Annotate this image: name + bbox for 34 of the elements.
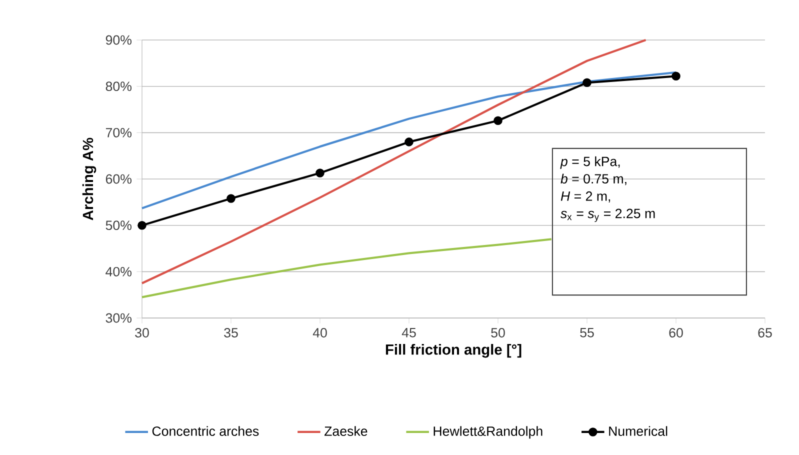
legend-label: Concentric arches	[152, 426, 259, 436]
y-axis-title: Arching A%	[82, 138, 96, 220]
point	[672, 72, 680, 81]
x-axis-title: Fill friction angle [°]	[386, 344, 522, 358]
annotation: p = 5 kPa,	[560, 156, 620, 169]
x-tick-label: 50	[491, 328, 505, 338]
x-tick-label: 55	[580, 328, 594, 338]
y-tick-label: 60%	[106, 174, 132, 184]
x-tick-label: 60	[669, 328, 683, 338]
y-tick-label: 50%	[106, 220, 132, 230]
legend-label: Hewlett&Randolph	[434, 426, 542, 439]
point	[494, 116, 502, 126]
y-tick-label: 70%	[106, 128, 132, 138]
x-tick-label: 30	[135, 328, 149, 338]
y-tick-label: 80%	[106, 82, 132, 92]
y-tick-label: 40%	[106, 266, 132, 276]
legend-label: Zaeske	[324, 426, 368, 436]
point	[582, 78, 592, 88]
y-tick-label: 90%	[106, 35, 132, 45]
point	[226, 194, 236, 203]
annotation: b = 0.75 m,	[560, 174, 626, 186]
x-tick-label: 65	[758, 328, 772, 338]
point	[404, 138, 414, 146]
line-series	[140, 238, 552, 298]
y-tick-label: 30%	[106, 313, 132, 323]
point	[138, 220, 146, 230]
x-tick-label: 45	[402, 328, 416, 338]
x-tick-label: 35	[224, 328, 238, 338]
line-series	[140, 38, 647, 284]
point	[316, 168, 324, 178]
annotation: s$_{x}$ = s$_{y}$ = 2.25 m	[560, 208, 655, 222]
legend-label: Numerical	[609, 426, 668, 436]
x-tick-label: 40	[312, 328, 327, 338]
annotation: H = 2 m,	[560, 191, 610, 202]
